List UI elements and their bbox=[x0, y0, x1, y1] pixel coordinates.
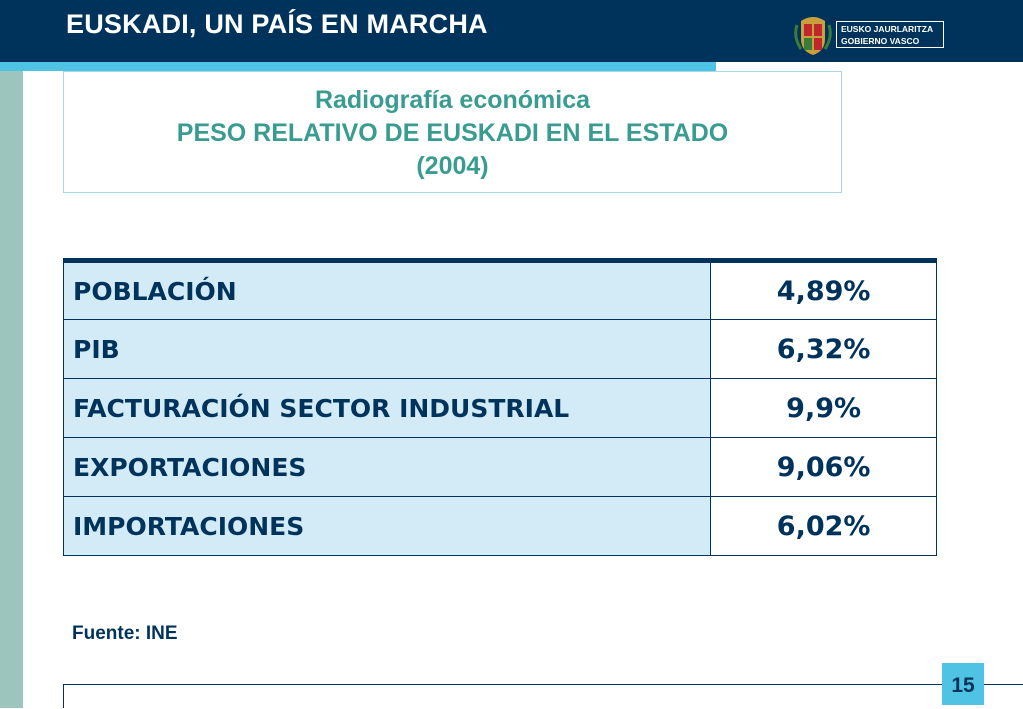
header-bar: EUSKADI, UN PAÍS EN MARCHA EUSKO JAURLAR… bbox=[0, 0, 1023, 62]
header-accent-stripe bbox=[0, 62, 716, 71]
logo-wordmark: EUSKO JAURLARITZA GOBIERNO VASCO bbox=[836, 21, 944, 48]
table-row: PIB 6,32% bbox=[62, 319, 937, 379]
row-label: IMPORTACIONES bbox=[62, 496, 712, 556]
table-row: EXPORTACIONES 9,06% bbox=[62, 437, 937, 497]
row-value: 4,89% bbox=[710, 260, 937, 320]
row-label: EXPORTACIONES bbox=[62, 437, 712, 497]
row-value: 6,32% bbox=[710, 319, 937, 379]
row-label: FACTURACIÓN SECTOR INDUSTRIAL bbox=[62, 378, 712, 438]
footer-frame bbox=[63, 684, 1023, 708]
government-logo: EUSKO JAURLARITZA GOBIERNO VASCO bbox=[790, 12, 950, 58]
slide-title: PESO RELATIVO DE EUSKADI EN EL ESTADO bbox=[176, 119, 729, 147]
slide-year: (2004) bbox=[416, 152, 489, 180]
row-value: 6,02% bbox=[710, 496, 937, 556]
table-row: IMPORTACIONES 6,02% bbox=[62, 496, 937, 556]
row-label: POBLACIÓN bbox=[62, 260, 712, 320]
logo-line-basque: EUSKO JAURLARITZA bbox=[841, 24, 934, 34]
logo-line-spanish: GOBIERNO VASCO bbox=[841, 36, 920, 46]
coat-of-arms-icon bbox=[794, 17, 832, 55]
page-number: 15 bbox=[942, 663, 984, 705]
source-note: Fuente: INE bbox=[72, 623, 178, 644]
left-side-bar bbox=[0, 71, 23, 708]
slide-title-box: Radiografía económica PESO RELATIVO DE E… bbox=[63, 71, 842, 193]
row-value: 9,06% bbox=[710, 437, 937, 497]
row-label: PIB bbox=[62, 319, 712, 379]
data-table: POBLACIÓN 4,89% PIB 6,32% FACTURACIÓN SE… bbox=[62, 258, 937, 556]
row-value: 9,9% bbox=[710, 378, 937, 438]
header-title: EUSKADI, UN PAÍS EN MARCHA bbox=[66, 9, 488, 39]
slide-subtitle: Radiografía económica bbox=[314, 86, 591, 114]
table-row: POBLACIÓN 4,89% bbox=[62, 260, 937, 320]
table-row: FACTURACIÓN SECTOR INDUSTRIAL 9,9% bbox=[62, 378, 937, 438]
